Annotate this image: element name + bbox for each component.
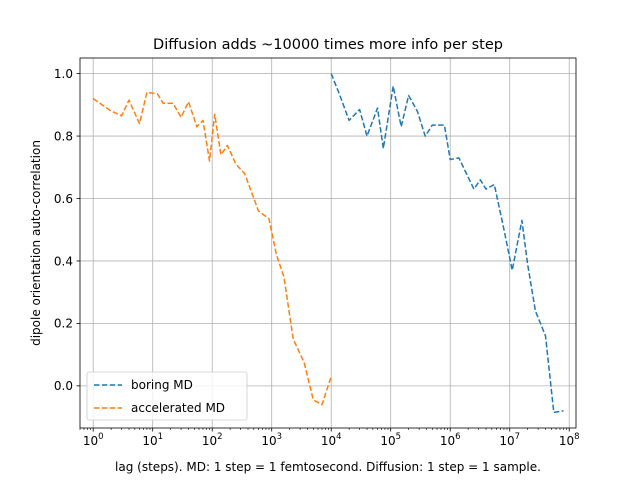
- x-tick-exponent: 7: [515, 432, 520, 442]
- x-tick-label: 105: [380, 432, 401, 448]
- x-tick-label: 101: [142, 432, 163, 448]
- series-line-boring-md: [330, 73, 564, 414]
- x-tick-label: 104: [321, 432, 342, 448]
- y-tick-label: 0.2: [54, 317, 73, 331]
- x-tick-exponent: 8: [574, 432, 579, 442]
- legend: boring MD accelerated MD: [86, 371, 248, 421]
- x-tick-label: 102: [202, 432, 223, 448]
- y-tick-label: 0.6: [54, 192, 73, 206]
- x-tick-label: 108: [559, 432, 580, 448]
- y-axis: 0.0 0.2 0.4 0.6 0.8 1.0: [54, 67, 80, 393]
- series-layer: [92, 73, 564, 414]
- x-tick-base: 10: [142, 434, 157, 448]
- x-tick-exponent: 2: [217, 432, 222, 442]
- x-axis: 100 101 102 103 104 105 106 107 108: [79, 428, 580, 448]
- y-tick-label: 0.8: [54, 129, 73, 143]
- x-tick-exponent: 5: [396, 432, 401, 442]
- x-tick-exponent: 4: [336, 432, 341, 442]
- legend-label-accelerated-md: accelerated MD: [131, 401, 225, 415]
- x-tick-exponent: 0: [98, 432, 103, 442]
- y-tick-label: 1.0: [54, 67, 73, 81]
- x-tick-base: 10: [380, 434, 395, 448]
- x-tick-base: 10: [559, 434, 574, 448]
- chart-title: Diffusion adds ~10000 times more info pe…: [153, 37, 503, 53]
- y-tick-label: 0.4: [54, 254, 73, 268]
- x-tick-base: 10: [83, 434, 98, 448]
- plot-frame: [79, 57, 577, 429]
- x-tick-label: 103: [261, 432, 282, 448]
- x-axis-label: lag (steps). MD: 1 step = 1 femtosecond.…: [115, 460, 541, 474]
- x-tick-label: 100: [83, 432, 104, 448]
- x-tick-base: 10: [261, 434, 276, 448]
- x-tick-base: 10: [202, 434, 217, 448]
- x-tick-base: 10: [499, 434, 514, 448]
- x-tick-exponent: 3: [277, 432, 282, 442]
- x-tick-base: 10: [321, 434, 336, 448]
- x-tick-base: 10: [440, 434, 455, 448]
- series-line-accelerated-md: [92, 91, 332, 406]
- x-tick-exponent: 6: [455, 432, 460, 442]
- x-tick-exponent: 1: [158, 432, 163, 442]
- y-tick-label: 0.0: [54, 379, 73, 393]
- y-axis-label: dipole orientation auto-correlation: [29, 140, 43, 346]
- legend-box: [86, 371, 248, 421]
- legend-label-boring-md: boring MD: [131, 378, 193, 392]
- x-tick-label: 107: [499, 432, 520, 448]
- x-tick-label: 106: [440, 432, 461, 448]
